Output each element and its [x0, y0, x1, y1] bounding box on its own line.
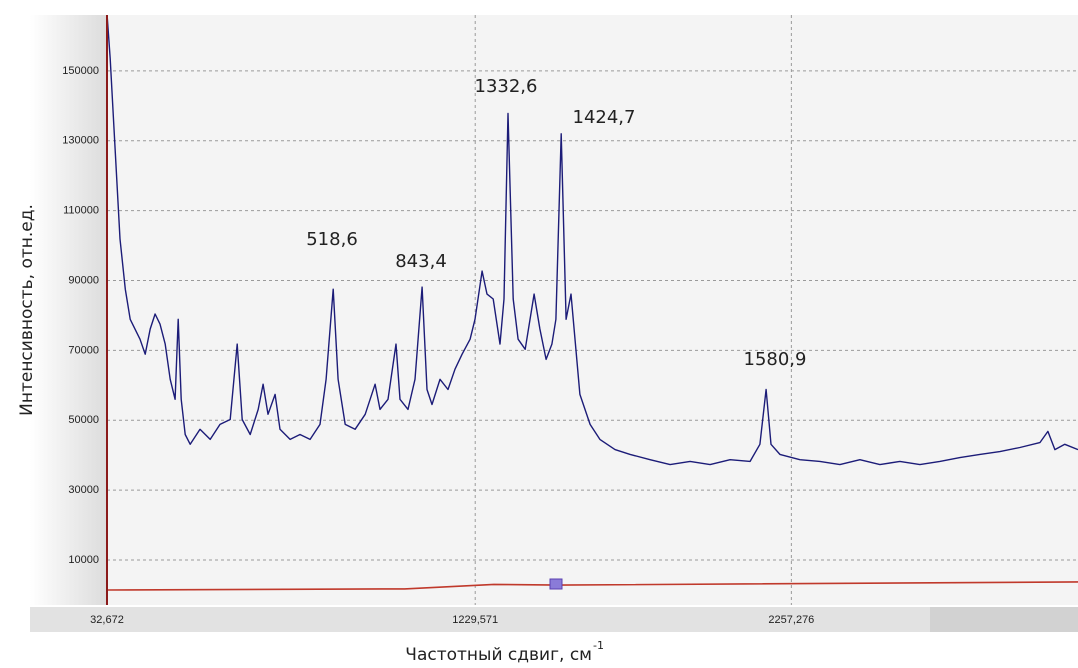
x-tick-label: 1229,571	[452, 614, 498, 626]
y-tick-label: 110000	[63, 205, 99, 217]
x-axis-band-end	[930, 607, 1078, 632]
y-tick-label: 90000	[68, 274, 99, 286]
y-tick-label: 30000	[68, 484, 99, 496]
y-tick-label: 50000	[68, 414, 99, 426]
y-tick-label: 150000	[62, 65, 99, 77]
peak-annotation: 1580,9	[744, 349, 807, 370]
peak-annotation: 843,4	[395, 251, 447, 272]
x-axis-label: Частотный сдвиг, см	[405, 645, 592, 665]
peak-annotation: 518,6	[306, 229, 358, 250]
peak-annotation: 1424,7	[573, 107, 636, 128]
spectrum-line	[107, 15, 1078, 466]
x-axis-label-superscript: -1	[593, 639, 604, 652]
cursor-marker	[549, 578, 563, 590]
spectrum-line	[107, 581, 1078, 591]
plot-area	[107, 15, 1078, 605]
peak-annotation: 1332,6	[475, 76, 538, 97]
y-tick-label: 130000	[62, 135, 99, 147]
y-tick-label: 70000	[68, 344, 99, 356]
x-tick-label: 2257,276	[768, 614, 814, 626]
y-axis-label: Интенсивность, отн.ед.	[17, 204, 37, 416]
x-axis-band	[30, 607, 1078, 632]
y-tick-label: 10000	[68, 554, 99, 566]
y-axis-band	[30, 15, 107, 605]
x-tick-label: 32,672	[90, 614, 124, 626]
